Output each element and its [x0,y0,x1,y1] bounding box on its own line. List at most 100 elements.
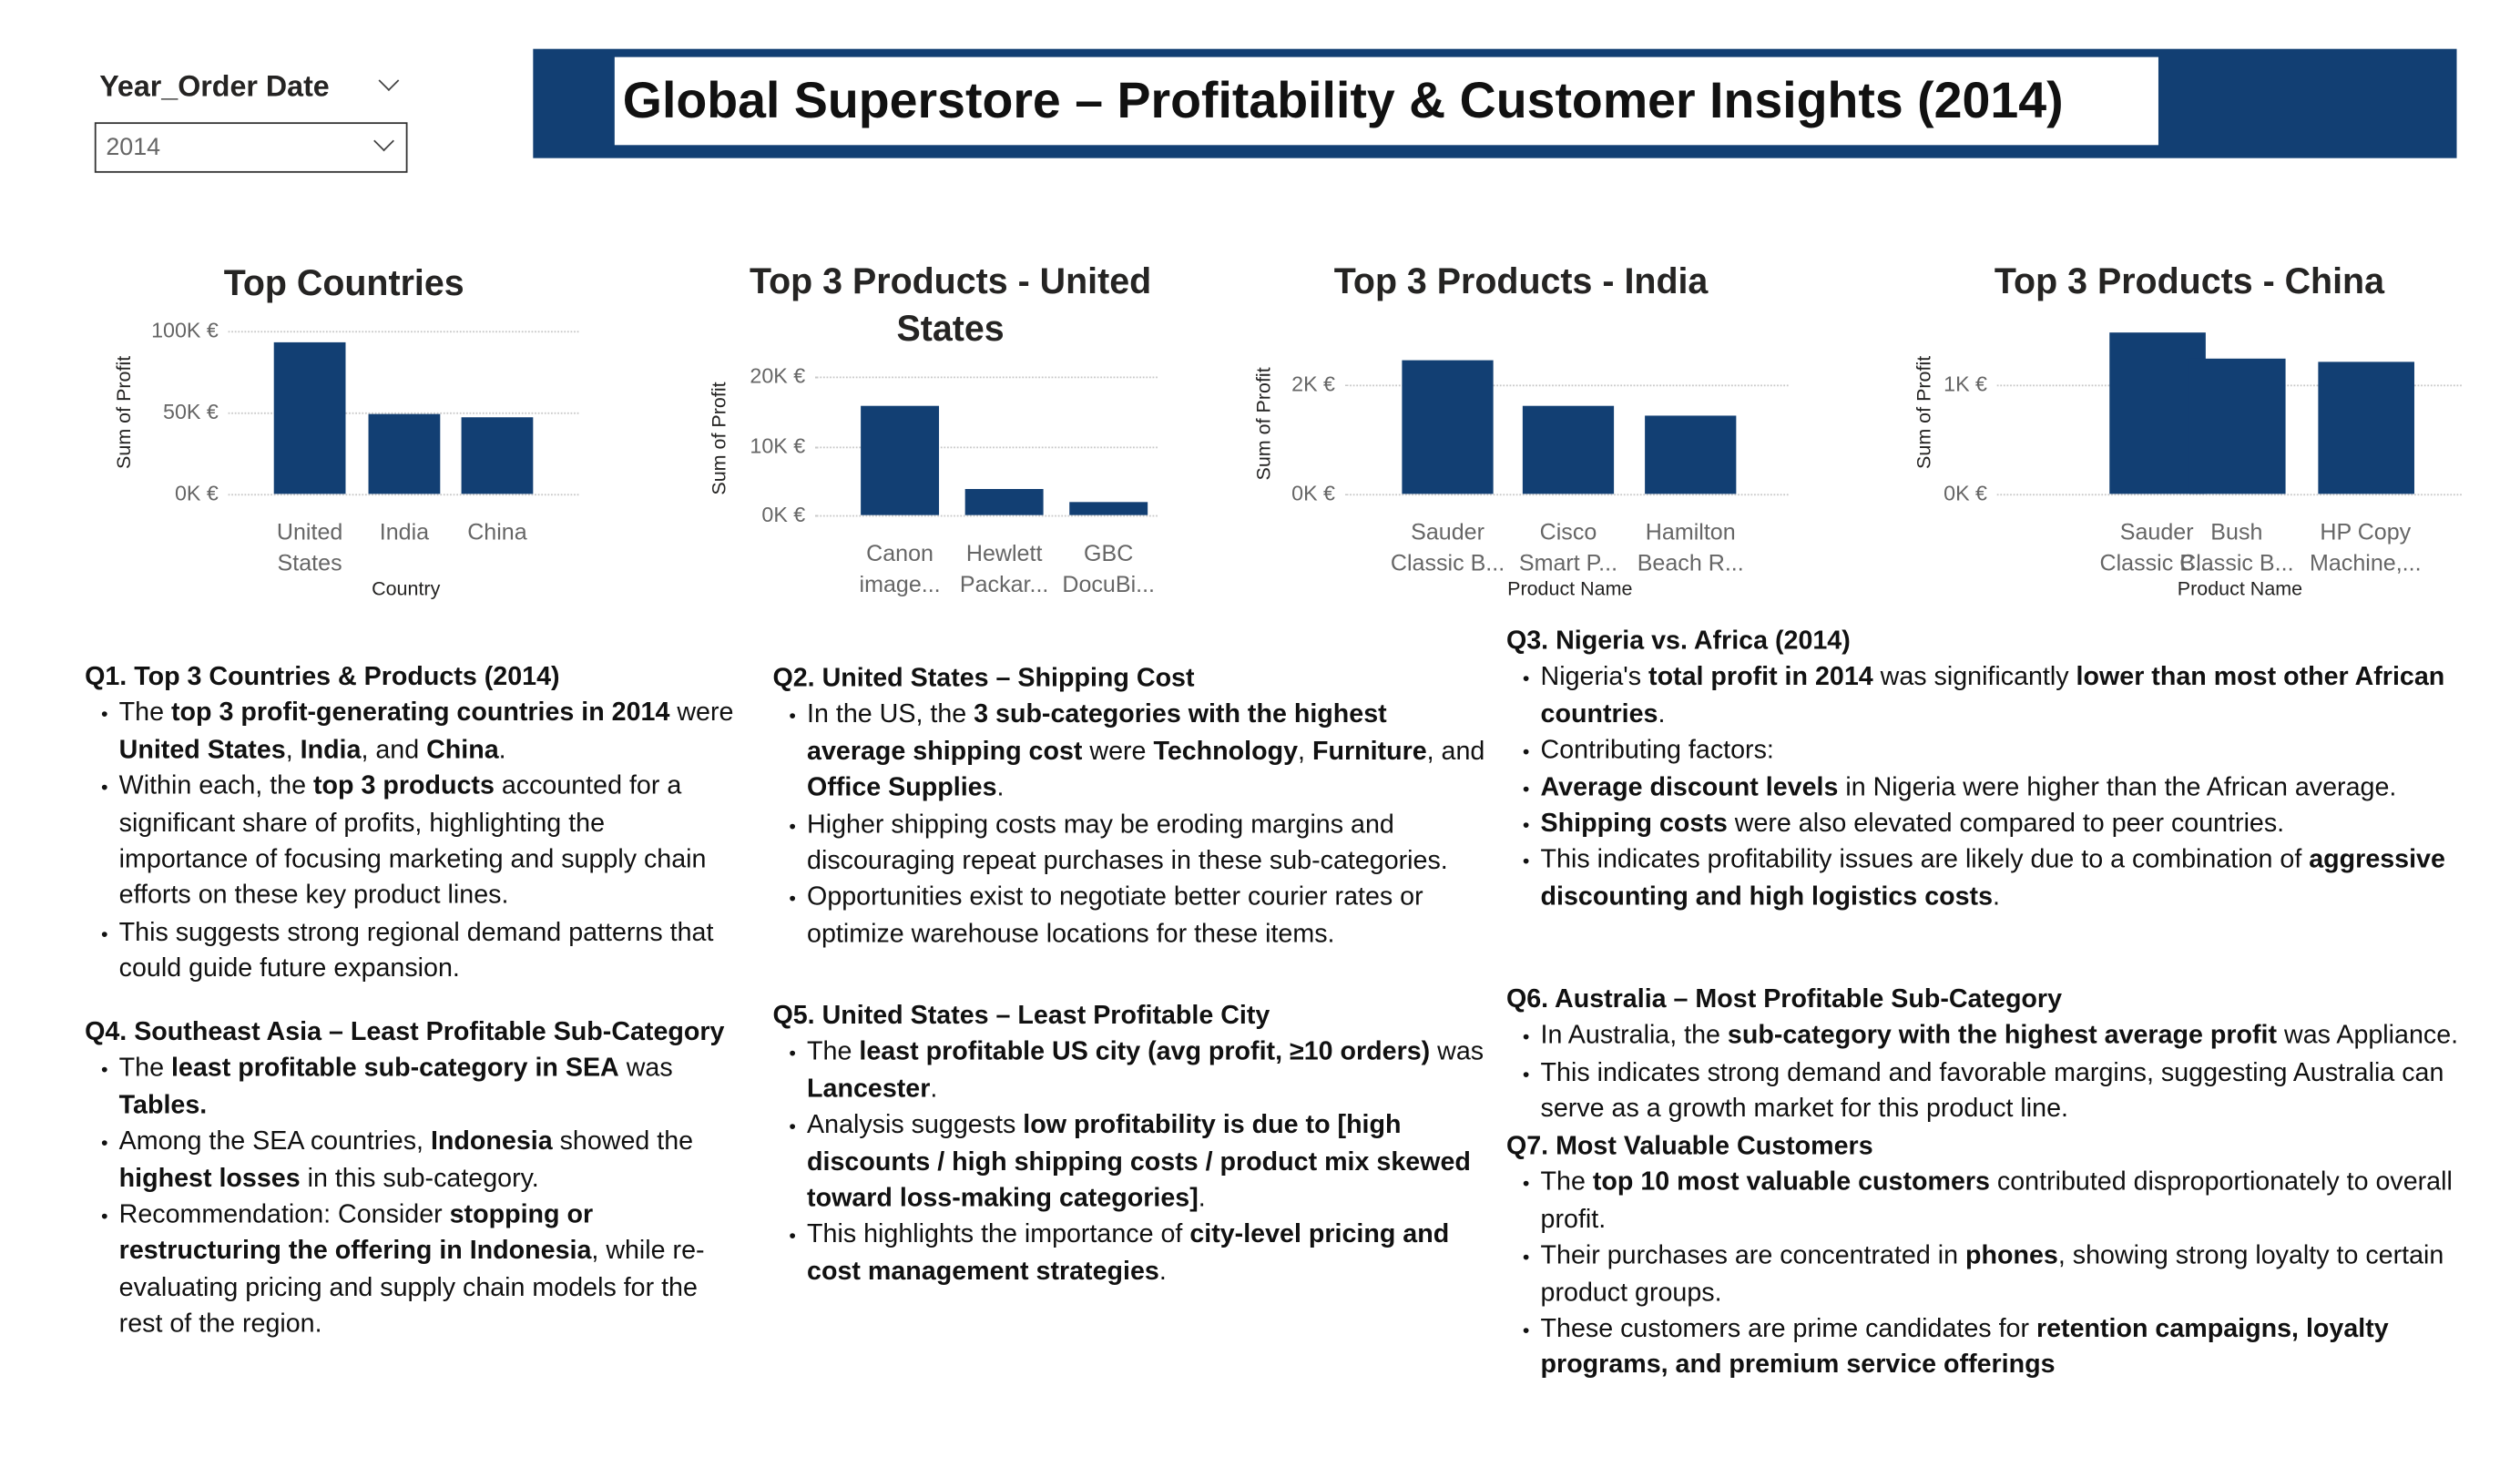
insight-block: Q6. Australia – Most Profitable Sub-Cate… [1506,983,2501,1128]
x-tick-label: HP Copy Machine,... [2309,518,2422,576]
x-tick-label: Sauder Classic B... [2099,518,2214,576]
bold-text: stopping or restructuring the offering i… [118,1201,594,1266]
bold-text: Furniture [1311,738,1427,766]
insight-block: Q5. United States – Least Profitable Cit… [772,999,1490,1291]
x-tick-label: Bush Classic B... [2179,518,2294,576]
bold-text: highest losses [118,1165,301,1193]
text: Within each, the [118,772,313,801]
slicer-dropdown[interactable]: 2014 [94,122,408,173]
bullet: Opportunities exist to negotiate better … [772,881,1490,953]
bar [1645,415,1737,494]
y-tick-label: 0K € [1291,481,1336,505]
x-tick-label: Sauder Classic B... [1390,518,1505,576]
insight-heading: Q3. Nigeria vs. Africa (2014) [1505,627,1851,656]
chart-title: Top 3 Products - United States [749,260,1152,350]
bold-text: Indonesia [430,1128,553,1156]
bold-text: Lancester [807,1075,931,1104]
text: , and [361,736,427,765]
grid-line [815,445,1158,448]
text: This suggests strong regional demand pat… [118,919,714,983]
bullet: In the US, the 3 sub-categories with the… [772,698,1490,808]
bold-text: Average discount levels [1540,773,1839,802]
text: showed the [552,1128,694,1156]
bold-text: top 10 most valuable customers [1592,1169,1990,1197]
bullet: Recommendation: Consider stopping or res… [85,1198,737,1344]
insight-block: Q7. Most Valuable Customers The top 10 mo… [1506,1129,2501,1385]
x-tick-label: GBC DocuBi... [1062,539,1156,597]
text: These customers are prime candidates for [1540,1315,2036,1344]
bullet: This indicates strong demand and favorab… [1506,1056,2501,1129]
text: in Nigeria were higher than the African … [1838,773,2397,802]
text: The [118,1055,171,1084]
bullet: This indicates profitability issues are … [1506,843,2501,916]
grid-line [1344,384,1789,387]
bar [861,405,940,515]
insight-heading: Q7. Most Valuable Customers [1505,1133,1873,1161]
text: , [285,736,301,765]
text: . [996,774,1005,803]
text: was [618,1055,673,1084]
text: The [118,699,171,728]
bold-text: aggressive discounting and high logistic… [1540,846,2445,912]
grid-line [228,331,579,333]
bold-text: Office Supplies [807,774,997,803]
title-box [614,56,2158,146]
bullet: Nigeria's total profit in 2014 was signi… [1506,661,2501,734]
y-tick-label: 10K € [750,433,806,458]
bold-text: 3 sub-categories with the highest averag… [807,701,1387,766]
bold-text: least profitable US city (avg profit, ≥1… [859,1038,1431,1067]
slicer-label: Year_Order Date [99,69,330,103]
text: The [1540,1169,1593,1197]
x-tick-label: Canon image... [859,539,941,597]
y-tick-label: 0K € [761,502,806,527]
text: . [1993,882,2000,912]
insight-heading: Q4. Southeast Asia – Least Profitable Su… [85,1018,725,1047]
grid-line [1996,494,2462,496]
grid-line [815,376,1158,379]
chart-title: Top 3 Products - India [1333,260,1709,302]
bold-text: Technology [1153,738,1299,766]
text: contributed disproportionately to overal… [1540,1169,2453,1234]
text: Nigeria's [1540,664,1649,692]
bar [1522,405,1615,494]
bullet: In Australia, the sub-category with the … [1506,1019,2501,1056]
bar [1402,360,1494,494]
text: This indicates profitability issues are … [1540,846,2310,875]
text: Their purchases are concentrated in [1540,1242,1966,1270]
text: Higher shipping costs may be eroding mar… [807,810,1448,876]
text: . [1658,700,1666,728]
text: . [1158,1258,1167,1287]
text: was significantly [1872,664,2076,692]
bullet: Within each, the top 3 products accounte… [85,769,737,915]
bullet: This highlights the importance of city-l… [772,1218,1490,1291]
bold-text: lower than most other African countries [1540,664,2445,728]
text: Among the SEA countries, [118,1128,431,1156]
bullet: Higher shipping costs may be eroding mar… [772,808,1490,881]
bold-text: total profit in 2014 [1648,664,1873,692]
bar [2188,358,2285,494]
insight-block: Q1. Top 3 Countries & Products (2014) The… [85,660,737,989]
bold-text: Shipping costs [1540,810,1728,839]
y-tick-label: 0K € [174,481,219,505]
x-axis-title: Country [372,576,441,600]
text: Analysis suggests [807,1112,1024,1140]
text: were [669,699,734,728]
grid-line [228,412,579,414]
grid-line [228,494,579,496]
text: , showing strong loyalty to certain prod… [1540,1242,2444,1307]
text: , [1298,738,1312,766]
bullet: The top 3 profit-generating countries in… [85,697,737,769]
x-axis-title: Product Name [1507,576,1633,600]
text: In the US, the [807,701,974,729]
bar [368,413,441,494]
text: . [1198,1185,1206,1213]
bullet: Their purchases are concentrated in phon… [1506,1239,2501,1312]
dropdown-icon [373,130,394,152]
bar [461,417,534,494]
bold-text: city-level pricing and cost management s… [807,1221,1450,1287]
insight-heading: Q1. Top 3 Countries & Products (2014) [85,663,560,691]
text: Contributing factors: [1540,737,1774,765]
bullet: This suggests strong regional demand pat… [85,916,737,989]
collapse-icon[interactable] [378,70,400,91]
